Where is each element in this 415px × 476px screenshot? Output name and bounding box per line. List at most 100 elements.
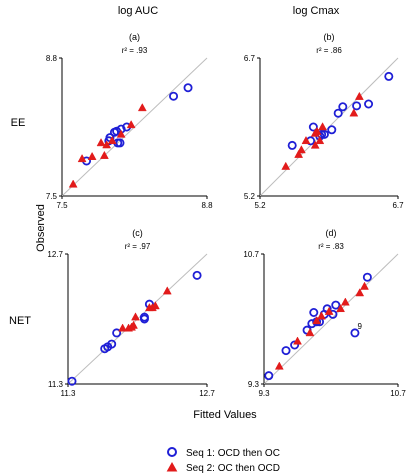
seq1-circle-point (362, 272, 372, 282)
seq1-circle-point (327, 125, 337, 135)
seq2-triangle-point (137, 103, 147, 112)
r-squared-label: r² = .93 (122, 46, 148, 55)
seq2-triangle-point (305, 328, 315, 337)
seq1-circle-point (331, 300, 341, 310)
seq1-circle-point (281, 346, 291, 356)
y-tick-label: 8.8 (46, 54, 58, 63)
seq2-triangle-point (355, 288, 365, 297)
seq2-triangle-point (68, 179, 78, 188)
seq2-triangle-point (274, 361, 284, 370)
panel-1: 5.2 6.7 5.2 6.7 (b) r² = .86 (244, 32, 404, 210)
x-axis-title: Fitted Values (193, 409, 257, 421)
r-squared-label: r² = .97 (125, 242, 151, 251)
y-tick-label: 12.7 (47, 250, 63, 259)
row-title-ee: EE (11, 117, 26, 129)
panel-label: (d) (326, 228, 337, 238)
seq2-triangle-point (315, 135, 325, 145)
x-tick-label: 5.2 (254, 201, 266, 210)
x-tick-label: 7.5 (56, 201, 68, 210)
seq2-triangle-point (336, 303, 345, 313)
seq1-circle-point (290, 340, 300, 350)
panel-2: 11.3 12.7 11.3 12.7 (c) r² = .97 (47, 228, 215, 398)
y-tick-label: 6.7 (244, 54, 256, 63)
seq1-circle-point (67, 376, 77, 386)
x-tick-label: 12.7 (199, 389, 215, 398)
seq1-circle-point (107, 339, 117, 349)
panel-label: (c) (132, 228, 143, 238)
seq2-triangle-point (349, 108, 359, 117)
seq1-circle-point (112, 328, 122, 338)
seq2-triangle-point (281, 161, 291, 170)
seq2-triangle-point (324, 306, 334, 315)
seq2-triangle-point (301, 135, 311, 145)
seq1-circle-point (264, 371, 274, 381)
y-axis-title: Observed (35, 204, 47, 252)
seq2-triangle-point (129, 320, 138, 329)
seq2-triangle-point (296, 145, 306, 154)
r-squared-label: r² = .83 (318, 242, 344, 251)
legend-label-seq2: Seq 2: OC then OCD (186, 463, 280, 474)
col-title-log-cmax: log Cmax (293, 5, 340, 17)
seq1-circle-point (352, 101, 362, 111)
seq1-circle-point (338, 102, 348, 112)
seq2-triangle-point (131, 312, 140, 321)
seq2-triangle-point (77, 154, 87, 163)
seq2-triangle-point (107, 135, 117, 145)
seq1-circle-point (287, 140, 297, 150)
seq2-triangle-point (312, 316, 322, 325)
y-tick-label: 10.7 (243, 250, 259, 259)
legend: Seq 1: OCD then OC Seq 2: OC then OCD (166, 447, 280, 474)
x-tick-label: 10.7 (390, 389, 406, 398)
y-tick-label: 9.3 (248, 380, 260, 389)
seq1-circle-point (192, 270, 202, 280)
seq1-circle-point (309, 307, 319, 317)
row-title-net: NET (9, 315, 31, 327)
seq2-triangle-point (318, 122, 327, 131)
seq2-triangle-point (116, 129, 126, 138)
seq2-triangle-point (99, 150, 109, 159)
seq2-triangle-point (317, 311, 326, 320)
seq2-triangle-point (162, 286, 172, 295)
y-tick-label: 5.2 (244, 192, 256, 201)
seq1-circle-point (384, 71, 394, 81)
seq2-triangle-point (293, 336, 302, 345)
panel-label: (b) (324, 32, 335, 42)
seq1-circle-point (350, 328, 360, 338)
seq2-triangle-point (87, 151, 97, 160)
seq2-triangle-point (150, 301, 160, 310)
seq2-triangle-point (354, 91, 364, 100)
x-tick-label: 9.3 (258, 389, 270, 398)
y-tick-label: 7.5 (46, 192, 58, 201)
seq1-circle-point (333, 108, 343, 118)
col-title-log-auc: log AUC (118, 5, 158, 17)
seq2-triangle-point (294, 149, 304, 158)
x-tick-label: 8.8 (201, 201, 213, 210)
x-tick-label: 6.7 (392, 201, 404, 210)
seq2-triangle-point (102, 140, 112, 149)
seq1-circle-point (115, 138, 125, 148)
seq2-triangle-point (118, 323, 128, 332)
x-tick-label: 11.3 (61, 389, 77, 398)
seq1-circle-point (169, 91, 179, 101)
panel-3: 9.3 10.7 9.3 10.7 (d) r² = .83 9 (243, 228, 406, 398)
point-annotation: 9 (357, 322, 362, 331)
legend-triangle-marker (166, 461, 178, 472)
panel-0: 7.5 8.8 7.5 8.8 (a) r² = .93 (46, 32, 213, 210)
y-tick-label: 11.3 (48, 380, 64, 389)
panel-label: (a) (129, 32, 140, 42)
seq2-triangle-point (312, 126, 322, 135)
seq2-triangle-point (310, 140, 320, 149)
legend-label-seq1: Seq 1: OCD then OC (186, 448, 280, 459)
seq2-triangle-point (126, 120, 136, 129)
identity-line (263, 253, 399, 385)
legend-circle-marker (167, 447, 177, 457)
seq1-circle-point (183, 83, 193, 93)
seq1-circle-point (364, 99, 374, 109)
seq2-triangle-point (96, 138, 106, 147)
r-squared-label: r² = .86 (316, 46, 342, 55)
seq1-circle-point (139, 312, 149, 322)
seq2-triangle-point (360, 281, 369, 290)
seq2-triangle-point (340, 297, 350, 306)
panels-group: 7.5 8.8 7.5 8.8 (a) r² = .93 5.2 6.7 5.2 6.7 (b) r²… (46, 32, 406, 398)
